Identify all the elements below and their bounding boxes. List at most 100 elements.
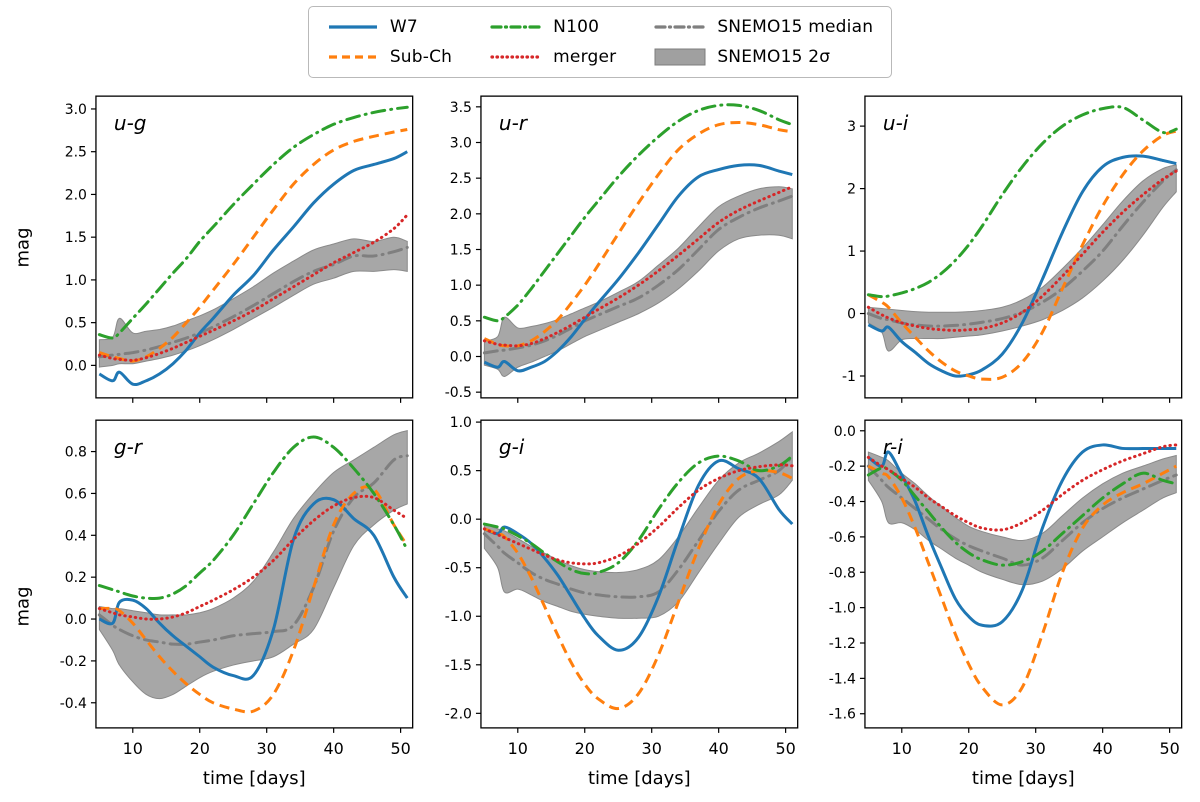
y-tick-label: 0.6 bbox=[65, 486, 87, 502]
x-tick-label: 20 bbox=[959, 739, 979, 758]
plot-area bbox=[482, 103, 794, 377]
series-n100 bbox=[482, 454, 794, 576]
y-tick-label: 2 bbox=[847, 182, 856, 198]
legend-patch-sample bbox=[654, 48, 706, 66]
axes-frame bbox=[864, 419, 1183, 729]
y-tick-label: 3.0 bbox=[65, 102, 87, 118]
series-w7 bbox=[867, 443, 1177, 628]
y-tick-label: 3.5 bbox=[449, 100, 471, 116]
series-w7 bbox=[867, 154, 1177, 378]
sigma-band bbox=[98, 429, 408, 700]
y-tick-label: 0.4 bbox=[65, 528, 87, 544]
x-tick-label: 10 bbox=[507, 739, 527, 758]
legend-line-sample bbox=[328, 55, 377, 59]
x-axis-label: time [days] bbox=[588, 768, 691, 789]
series-snemo15-median bbox=[867, 464, 1179, 567]
y-tick-label: 1.5 bbox=[449, 242, 471, 258]
legend-items: W7 Sub-Ch N100 merger SNEMO15 median SNEMO15 … bbox=[327, 17, 873, 67]
y-tick-label: -1.0 bbox=[829, 601, 856, 617]
plot-area bbox=[867, 105, 1179, 381]
x-axis-label: time [days] bbox=[203, 768, 306, 789]
panel-u-r: -0.5 0.0 0.5 1.0 1.5 2.0 2.5 3.0 3.5 u-r bbox=[444, 95, 798, 403]
y-tick-label: 1 bbox=[847, 244, 856, 260]
panel-label: u-g bbox=[114, 111, 147, 135]
y-axis-label-text: mag bbox=[12, 227, 34, 267]
x-tick-label: 30 bbox=[641, 739, 661, 758]
x-tick-label: 50 bbox=[775, 739, 795, 758]
series-n100 bbox=[97, 105, 409, 340]
axes-frame bbox=[864, 95, 1183, 399]
legend-line-sample bbox=[654, 25, 706, 29]
panel-g-i: 10 20 30 40 50 -2.0 -1.5 -1.0 -0.5 0.0 0.5 1.0 g-i ti… bbox=[444, 415, 798, 789]
y-tick-label: -1.6 bbox=[829, 707, 856, 723]
y-tick-label: 0.5 bbox=[65, 316, 87, 332]
sigma-band bbox=[483, 430, 793, 619]
legend-item-w7: W7 bbox=[327, 17, 452, 37]
y-tick-label: 3.0 bbox=[449, 135, 471, 151]
series-merger bbox=[97, 494, 409, 621]
y-tick-label: 2.5 bbox=[65, 145, 87, 161]
series-w7 bbox=[98, 150, 408, 387]
y-tick-label: 1.0 bbox=[449, 415, 471, 431]
x-axis-label: time [days] bbox=[972, 768, 1075, 789]
y-tick-label: 0.0 bbox=[449, 349, 471, 365]
x-tick-label: 30 bbox=[257, 739, 277, 758]
y-tick-label: 0.5 bbox=[449, 464, 471, 480]
y-axis-label-text: mag bbox=[12, 586, 34, 626]
legend-label: merger bbox=[553, 47, 617, 67]
series-n100 bbox=[97, 435, 409, 600]
y-tick-label: -0.8 bbox=[829, 565, 856, 581]
series-sub-ch bbox=[867, 464, 1178, 707]
y-tick-label: -0.6 bbox=[829, 530, 856, 546]
series-n100 bbox=[482, 103, 794, 323]
legend-line-sample bbox=[328, 25, 377, 29]
legend-item-n100: N100 bbox=[490, 17, 616, 37]
panel-label: g-r bbox=[114, 435, 144, 459]
y-tick-label: 1.0 bbox=[449, 278, 471, 294]
y-tick-label: 3 bbox=[847, 119, 856, 135]
legend-label: SNEMO15 median bbox=[717, 17, 874, 37]
x-tick-label: 40 bbox=[708, 739, 728, 758]
x-tick-label: 30 bbox=[1026, 739, 1046, 758]
y-axis-label-row1: mag bbox=[8, 86, 38, 408]
series-sub-ch bbox=[867, 129, 1178, 381]
series-w7 bbox=[483, 458, 794, 652]
legend-label: Sub-Ch bbox=[389, 47, 453, 67]
y-tick-label: 2.0 bbox=[449, 207, 471, 223]
legend-label: W7 bbox=[389, 17, 418, 37]
y-tick-label: -0.2 bbox=[60, 654, 87, 670]
plot-area bbox=[97, 429, 409, 714]
panel-grid: mag 0.0 0.5 1.0 1.5 2.0 2.5 3.0 u-g -0.5 0.0 0.5 1… bbox=[8, 86, 1192, 800]
x-tick-label: 20 bbox=[574, 739, 594, 758]
series-sub-ch bbox=[98, 128, 408, 363]
y-tick-label: 0.2 bbox=[65, 570, 87, 586]
sigma-band bbox=[483, 186, 793, 377]
y-tick-label: -0.4 bbox=[829, 495, 856, 511]
y-tick-label: -1.0 bbox=[444, 609, 471, 625]
series-sub-ch bbox=[483, 121, 793, 348]
axes-frame bbox=[479, 419, 798, 729]
y-tick-label: 0 bbox=[847, 307, 856, 323]
y-tick-label: -1.5 bbox=[444, 658, 471, 674]
axes-frame bbox=[95, 95, 414, 399]
plot-area bbox=[97, 105, 409, 387]
y-tick-label: -0.2 bbox=[829, 459, 856, 475]
legend-line-sample bbox=[490, 55, 542, 59]
y-tick-label: 0.0 bbox=[449, 512, 471, 528]
panel-label: g-i bbox=[499, 435, 525, 459]
series-n100 bbox=[867, 105, 1179, 299]
panel-label: r-i bbox=[883, 435, 903, 459]
series-w7 bbox=[483, 163, 793, 373]
series-n100 bbox=[867, 466, 1179, 567]
series-w7 bbox=[98, 496, 409, 681]
y-tick-label: 0.8 bbox=[65, 445, 87, 461]
legend-item-merger: merger bbox=[490, 47, 616, 67]
series-merger bbox=[867, 443, 1179, 532]
panel-label: u-r bbox=[499, 111, 529, 135]
series-merger bbox=[482, 185, 794, 348]
panel-r-i: 10 20 30 40 50 -1.6 -1.4 -1.2 -1.0 -0.8 -0.6 -0.4 -0… bbox=[829, 419, 1183, 789]
panel-u-g: 0.0 0.5 1.0 1.5 2.0 2.5 3.0 u-g bbox=[65, 95, 414, 403]
y-tick-label: -2.0 bbox=[444, 706, 471, 722]
x-tick-label: 20 bbox=[190, 739, 210, 758]
